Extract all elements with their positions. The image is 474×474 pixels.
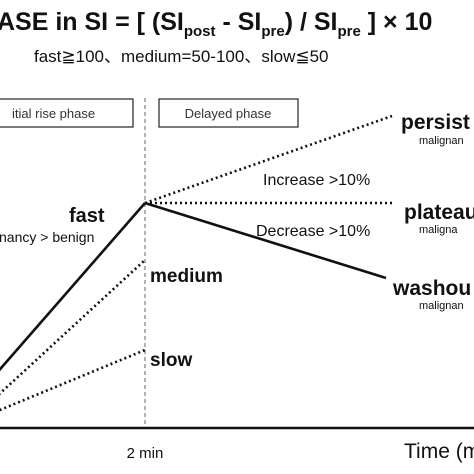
formula-heading: ASE in SI = [ (SIpost - SIpre) / SIpre ]…: [0, 8, 432, 40]
x-tick-2min: 2 min: [127, 445, 164, 462]
delayed-phase-box: [158, 98, 299, 128]
persistent-sub-label: malignan: [419, 135, 464, 147]
delayed-phase-label: Delayed phase: [185, 106, 272, 121]
persistent-curve: [144, 114, 393, 205]
plateau-label: plateau: [404, 201, 474, 224]
x-axis-label: Time (m: [404, 440, 474, 463]
fast-label: fast: [69, 205, 105, 227]
washout-curve: [144, 201, 387, 280]
slow-rise-curve: [0, 348, 146, 412]
formula-prefix: ASE in SI = [ (SI: [0, 8, 184, 36]
fast-note-label: nancy > benign: [0, 229, 94, 245]
washout-label: washou: [392, 277, 471, 300]
fast-rise-curve: [0, 202, 146, 372]
plateau-sub-label: maligna: [419, 224, 458, 236]
formula-subscript-pre: pre: [261, 23, 284, 40]
threshold-legend: fast≧100、medium=50-100、slow≦50: [34, 47, 329, 66]
formula-subscript-post: post: [184, 23, 216, 40]
formula-divide: ) / SI: [285, 8, 338, 36]
formula-minus: - SI: [216, 8, 262, 36]
formula-subscript-pre-2: pre: [338, 23, 361, 40]
increase-label: Increase >10%: [263, 172, 370, 189]
decrease-label: Decrease >10%: [256, 223, 370, 240]
medium-rise-curve: [0, 259, 146, 396]
initial-rise-phase-box: [0, 98, 134, 128]
slow-label: slow: [150, 350, 192, 371]
initial-rise-phase-label: itial rise phase: [12, 106, 95, 121]
persistent-label: persist: [401, 111, 470, 134]
washout-sub-label: malignan: [419, 300, 464, 312]
formula-suffix: ] × 10: [361, 8, 433, 36]
medium-label: medium: [150, 266, 223, 287]
